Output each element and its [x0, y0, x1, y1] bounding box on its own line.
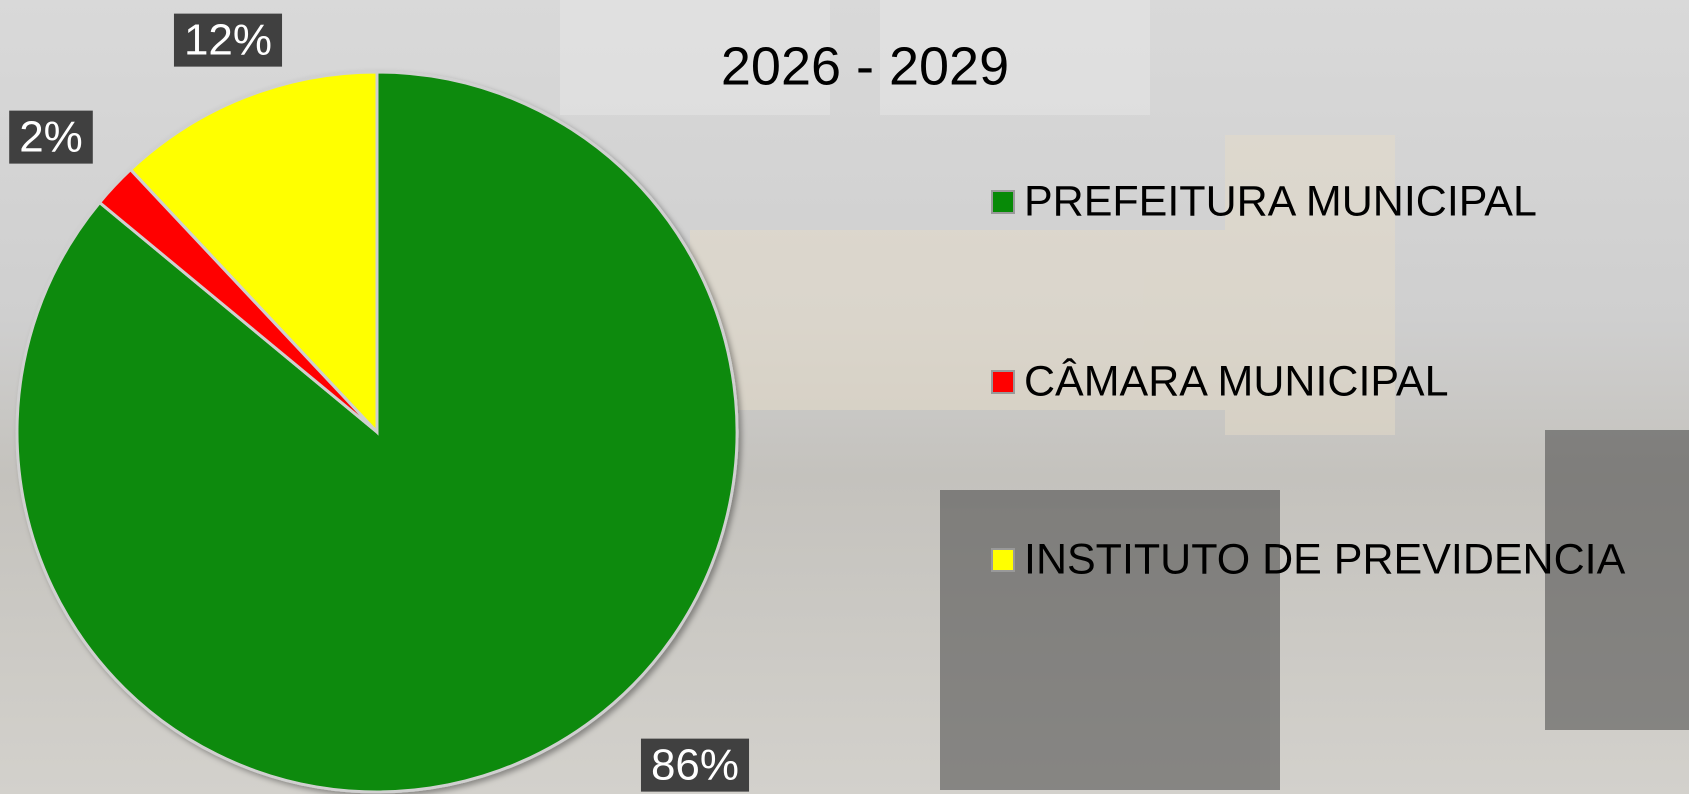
legend-marker — [991, 370, 1015, 394]
pie-slice — [128, 70, 379, 436]
chart-title: 2026 - 2029 — [721, 36, 1009, 96]
legend-label: INSTITUTO DE PREVIDENCIA — [1024, 535, 1626, 583]
data-label-box — [173, 13, 283, 67]
legend-label: PREFEITURA MUNICIPAL — [1024, 177, 1537, 225]
data-label-box — [9, 110, 93, 164]
pie — [15, 70, 739, 794]
data-label: 12% — [184, 16, 272, 65]
legend-marker — [991, 190, 1015, 214]
data-label: 2% — [19, 113, 83, 162]
data-label: 86% — [651, 741, 739, 790]
legend-label: CÂMARA MUNICIPAL — [1024, 357, 1449, 405]
background-shapes — [560, 0, 1689, 790]
legend-marker — [991, 548, 1015, 572]
data-label-box — [640, 738, 750, 792]
